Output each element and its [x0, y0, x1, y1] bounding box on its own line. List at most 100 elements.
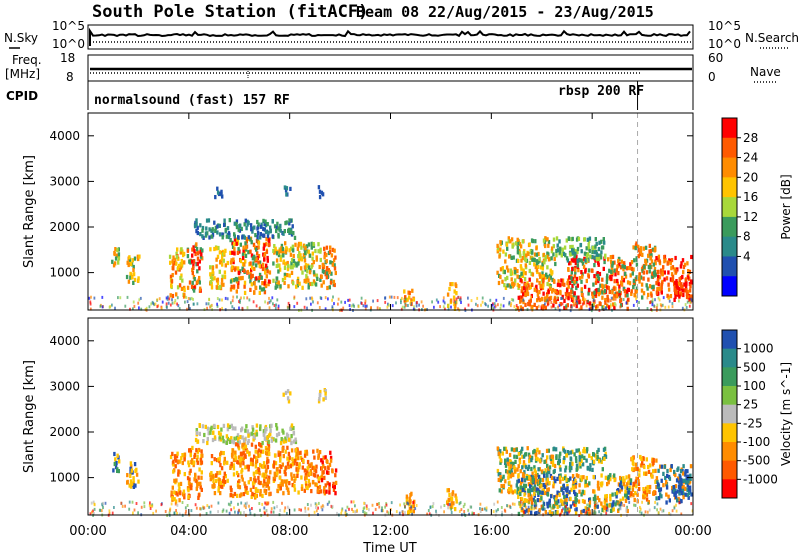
power-cell: [522, 251, 525, 256]
velocity-cell: [268, 451, 271, 457]
power-cell: [291, 224, 294, 229]
power-cell: [249, 249, 252, 254]
velocity-cell: [210, 471, 213, 476]
power-cell: [685, 294, 689, 300]
velocity-cell: [113, 451, 116, 457]
velocity-patch: [194, 423, 298, 446]
velocity-cell: [196, 483, 199, 488]
power-cell: [569, 252, 572, 257]
power-cell: [250, 240, 253, 245]
velocity-cell: [332, 487, 336, 492]
velocity-cell: [294, 476, 297, 481]
velocity-cell: [541, 490, 544, 495]
power-cell: [391, 304, 394, 308]
velocity-cell: [108, 511, 111, 515]
velocity-cell: [306, 466, 309, 471]
power-cell: [559, 246, 562, 251]
power-cell: [522, 298, 525, 302]
power-cell: [191, 259, 194, 264]
velocity-cell: [665, 485, 669, 490]
velocity-cell: [643, 493, 646, 498]
power-cell: [629, 273, 632, 278]
power-cell: [255, 276, 258, 281]
power-cell: [178, 267, 181, 272]
velocity-cell: [197, 493, 201, 498]
power-cell: [561, 247, 564, 252]
velocity-cell: [243, 453, 247, 458]
power-cell: [215, 278, 219, 283]
velocity-cell: [209, 430, 212, 435]
velocity-cell: [188, 477, 191, 482]
power-cell: [222, 282, 225, 287]
power-cell: [615, 268, 618, 273]
power-cell: [569, 244, 572, 250]
power-cell: [303, 265, 307, 270]
velocity-cell: [455, 496, 458, 501]
power-cell: [606, 294, 609, 299]
velocity-y-tick-label: 3000: [49, 379, 80, 393]
velocity-cell: [180, 456, 183, 461]
power-cell: [278, 263, 281, 268]
velocity-cell: [300, 508, 302, 512]
power-cell: [542, 304, 545, 309]
velocity-cell: [148, 503, 151, 507]
velocity-cell: [352, 510, 355, 513]
cpid-mode-2: rbsp 200 RF: [558, 84, 644, 99]
power-cell: [591, 291, 594, 296]
velocity-cell: [574, 510, 578, 515]
velocity-cell: [550, 475, 554, 480]
freq-panel: Freq. [MHz] 18 8 60 0 Nave: [5, 51, 781, 84]
power-cell: [516, 245, 519, 250]
velocity-cell: [213, 457, 216, 462]
velocity-cell: [183, 495, 186, 500]
power-cell: [588, 301, 591, 306]
velocity-cell: [653, 506, 656, 510]
power-cell: [176, 302, 178, 306]
velocity-cell: [634, 466, 637, 472]
power-cell: [592, 282, 595, 287]
velocity-cell: [530, 466, 533, 472]
noise-right-tick-high: 10^5: [708, 19, 741, 33]
power-cell: [554, 299, 558, 305]
velocity-cell: [524, 465, 528, 470]
velocity-cell: [546, 463, 549, 468]
power-cell: [196, 269, 199, 274]
velocity-cell: [410, 509, 413, 514]
power-cell: [403, 289, 406, 294]
power-cell: [583, 237, 586, 242]
power-cell: [172, 261, 176, 266]
velocity-patch: [186, 445, 204, 500]
velocity-cell: [537, 467, 540, 472]
velocity-cell: [681, 471, 685, 476]
power-cell: [564, 253, 567, 258]
power-cell: [275, 225, 278, 230]
power-colorbar-segment: [722, 157, 737, 178]
power-cell: [520, 289, 523, 294]
velocity-cell: [680, 499, 683, 504]
velocity-cell: [479, 507, 481, 511]
power-cell: [587, 242, 590, 248]
velocity-cell: [504, 479, 507, 484]
velocity-cell: [229, 465, 232, 470]
velocity-cell: [237, 480, 240, 485]
power-cell: [516, 269, 519, 274]
velocity-cell: [237, 473, 240, 478]
power-cell: [581, 274, 584, 279]
velocity-cell: [232, 440, 236, 445]
velocity-cell: [259, 492, 262, 497]
velocity-cell: [254, 488, 258, 494]
x-tick-label: 12:00: [372, 524, 409, 539]
power-cell: [279, 254, 283, 259]
power-cell: [582, 296, 585, 301]
velocity-cell: [250, 431, 254, 436]
velocity-cell: [655, 485, 658, 490]
power-patch: [496, 236, 557, 290]
power-cell: [616, 264, 619, 269]
power-cell: [250, 275, 253, 280]
velocity-cell: [609, 497, 612, 502]
power-cell: [539, 274, 542, 279]
velocity-cell: [507, 475, 510, 480]
velocity-colorbar-title: Velocity [m s^-1]: [779, 362, 793, 466]
power-cell: [566, 278, 570, 283]
power-cell: [663, 259, 666, 264]
